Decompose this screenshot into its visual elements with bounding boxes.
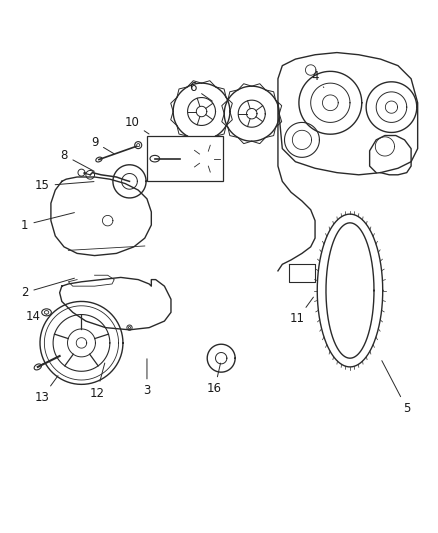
Text: 15: 15 xyxy=(35,179,94,192)
Text: 5: 5 xyxy=(382,361,410,415)
Text: 11: 11 xyxy=(290,297,314,325)
Text: 16: 16 xyxy=(207,363,222,395)
Text: 13: 13 xyxy=(35,376,58,404)
Text: 9: 9 xyxy=(91,135,114,154)
Text: 6: 6 xyxy=(189,81,212,101)
Text: 4: 4 xyxy=(311,70,324,87)
Text: 12: 12 xyxy=(89,363,105,400)
Text: 1: 1 xyxy=(21,213,74,231)
Bar xyxy=(147,135,223,181)
Text: 3: 3 xyxy=(143,359,151,398)
Text: 14: 14 xyxy=(26,310,46,323)
Text: 2: 2 xyxy=(21,278,74,299)
Text: 10: 10 xyxy=(124,116,149,134)
Text: 8: 8 xyxy=(60,149,94,171)
